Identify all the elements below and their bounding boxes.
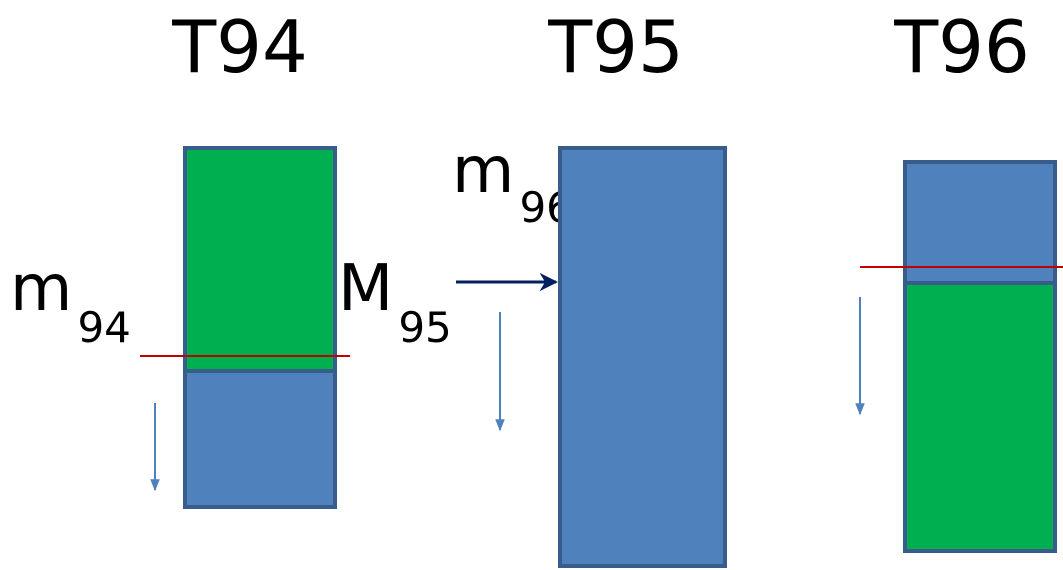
bucket-t94-blue-fill [185, 371, 335, 507]
variable-M95-base: M [338, 252, 393, 326]
variable-m96-base: m [452, 134, 514, 208]
variable-label-m94: m 94 [10, 252, 131, 352]
bucket-t96-green-fill [905, 283, 1055, 551]
column-title-t96: T96 [893, 5, 1030, 89]
variable-m94-subscript: 94 [77, 303, 130, 352]
column-title-t94: T94 [171, 5, 308, 89]
column-title-t95: T95 [547, 5, 684, 89]
bucket-t96-blue-fill [905, 162, 1055, 283]
bucket-t94 [183, 146, 337, 509]
variable-M95-subscript: 95 [398, 303, 451, 352]
bucket-t94-outline [183, 146, 337, 509]
bucket-t94-green-fill [185, 148, 335, 371]
bucket-t96 [903, 160, 1057, 553]
variable-label-m96: m 96 [452, 134, 573, 232]
variable-m94-base: m [10, 252, 72, 326]
bucket-t95-overlap [560, 148, 725, 258]
bucket-t96-outline [903, 160, 1057, 553]
variable-label-M95: M 95 [338, 252, 452, 352]
